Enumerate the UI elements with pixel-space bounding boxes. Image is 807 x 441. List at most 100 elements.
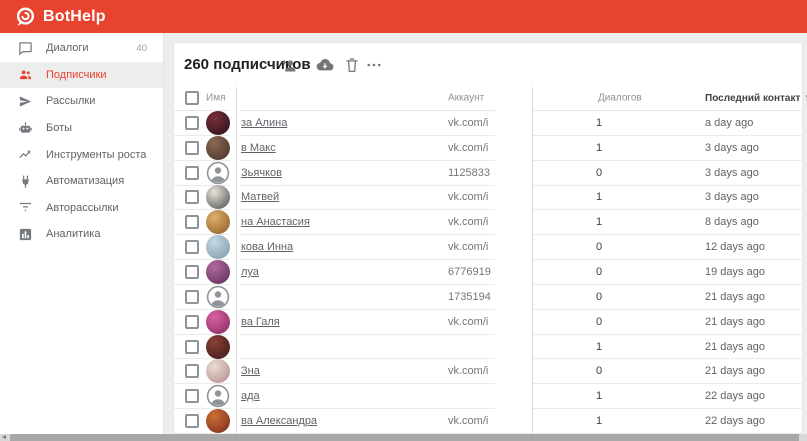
avatar xyxy=(206,185,230,210)
subscriber-name-link[interactable]: ва Александра xyxy=(241,415,318,428)
column-header-dialogs[interactable]: Диалогов xyxy=(598,92,642,103)
avatar xyxy=(206,110,230,135)
avatar xyxy=(206,384,230,409)
account-cell: vk.com/i xyxy=(448,315,489,328)
column-header-account[interactable]: Аккаунт xyxy=(448,92,485,103)
account-cell: vk.com/i xyxy=(448,415,489,428)
sidebar-item-label: Инструменты роста xyxy=(46,148,147,161)
dialogs-cell: 0 xyxy=(596,290,603,303)
more-icon[interactable] xyxy=(363,54,385,76)
row-checkbox[interactable] xyxy=(185,165,199,180)
sidebar-item-label: Аналитика xyxy=(46,228,101,241)
dialogs-cell: 1 xyxy=(596,390,603,403)
row-checkbox[interactable] xyxy=(185,389,199,404)
sidebar-item-dialogs[interactable]: Диалоги 40 xyxy=(0,35,163,62)
sidebar-item-label: Автоматизация xyxy=(46,175,125,188)
subscriber-name-link[interactable]: за Алина xyxy=(241,116,288,129)
sidebar-item-broadcasts[interactable]: Рассылки xyxy=(0,88,163,115)
scrollbar-thumb[interactable] xyxy=(10,434,799,441)
account-cell: vk.com/i xyxy=(448,116,489,129)
dialogs-cell: 0 xyxy=(596,365,603,378)
dialogs-cell: 0 xyxy=(596,315,603,328)
sidebar-item-growth-tools[interactable]: Инструменты роста xyxy=(0,141,163,168)
row-checkbox[interactable] xyxy=(185,414,199,429)
sidebar-item-label: Боты xyxy=(46,122,73,135)
table-header-row: Имя Аккаунт Диалогов Последний контакт↑ xyxy=(174,85,807,111)
last-contact-cell: 12 days ago xyxy=(705,241,765,254)
account-cell: 1125833 xyxy=(448,166,491,179)
cloud-download-icon[interactable] xyxy=(314,54,336,76)
row-checkbox[interactable] xyxy=(185,115,199,130)
avatar xyxy=(206,210,230,235)
account-cell: 6776919 xyxy=(448,265,491,278)
sidebar-item-subscribers[interactable]: Подписчики xyxy=(0,61,163,89)
account-cell: 1735194 xyxy=(448,290,491,303)
select-all-checkbox[interactable] xyxy=(185,90,199,105)
subscriber-name-link[interactable]: на Анастасия xyxy=(241,216,310,229)
subscriber-name-link[interactable]: Зьячков xyxy=(241,166,282,179)
account-cell: vk.com/i xyxy=(448,216,489,229)
table-row: ада 1 22 days ago xyxy=(174,384,802,410)
subscribers-table-body: за Алина vk.com/i 1 a day ago в Макс vk.… xyxy=(174,110,802,434)
avatar xyxy=(206,359,230,384)
person-add-icon[interactable] xyxy=(278,54,300,76)
analytics-icon xyxy=(18,227,33,242)
table-row: Зьячков 1125833 0 3 days ago xyxy=(174,160,802,186)
row-checkbox[interactable] xyxy=(185,289,199,304)
subscriber-name-link[interactable]: кова Инна xyxy=(241,241,294,254)
subscriber-name-link[interactable]: в Макс xyxy=(241,141,276,154)
last-contact-cell: 3 days ago xyxy=(705,141,759,154)
delete-icon[interactable] xyxy=(341,54,363,76)
row-checkbox[interactable] xyxy=(185,215,199,230)
last-contact-cell: 21 days ago xyxy=(705,315,765,328)
last-contact-cell: 22 days ago xyxy=(705,415,765,428)
chat-icon xyxy=(18,41,33,56)
subscribers-panel: 260 подписчиков Имя Аккаунт Диалогов Пос… xyxy=(173,42,807,434)
sidebar-item-label: Подписчики xyxy=(46,68,107,81)
subscriber-name-link[interactable]: Матвей xyxy=(241,191,280,204)
sidebar-item-label: Диалоги xyxy=(46,42,89,55)
sidebar-item-analytics[interactable]: Аналитика xyxy=(0,221,163,248)
crop-seam-line xyxy=(532,87,533,433)
sidebar-item-autobroadcasts[interactable]: Авторассылки xyxy=(0,195,163,222)
row-checkbox[interactable] xyxy=(185,339,199,354)
last-contact-cell: 21 days ago xyxy=(705,365,765,378)
column-header-name[interactable]: Имя xyxy=(206,92,226,103)
avatar xyxy=(206,284,230,309)
account-cell: vk.com/i xyxy=(448,241,489,254)
dialogs-cell: 0 xyxy=(596,265,603,278)
row-checkbox[interactable] xyxy=(185,364,199,379)
brand[interactable]: BotHelp xyxy=(14,6,106,28)
table-row: в Макс vk.com/i 1 3 days ago xyxy=(174,135,802,161)
avatar xyxy=(206,259,230,284)
account-cell: vk.com/i xyxy=(448,141,489,154)
row-checkbox[interactable] xyxy=(185,140,199,155)
column-header-last-contact[interactable]: Последний контакт↑ xyxy=(705,92,807,104)
sort-ascending-icon[interactable]: ↑ xyxy=(804,92,807,104)
row-checkbox[interactable] xyxy=(185,264,199,279)
subscriber-name-link[interactable]: ва Галя xyxy=(241,315,280,328)
last-contact-cell: 21 days ago xyxy=(705,290,765,303)
subscriber-name-link[interactable]: Зна xyxy=(241,365,260,378)
subscriber-name-link[interactable]: луа xyxy=(241,265,259,278)
row-checkbox[interactable] xyxy=(185,240,199,255)
avatar xyxy=(206,334,230,359)
dialogs-cell: 1 xyxy=(596,216,603,229)
subscriber-name-link[interactable]: ада xyxy=(241,390,260,403)
table-row: 1735194 0 21 days ago xyxy=(174,284,802,310)
robot-icon xyxy=(18,121,33,136)
table-row: 1 21 days ago xyxy=(174,334,802,360)
last-contact-cell: 19 days ago xyxy=(705,265,765,278)
dialogs-cell: 0 xyxy=(596,241,603,254)
sidebar-item-bots[interactable]: Боты xyxy=(0,115,163,142)
row-checkbox[interactable] xyxy=(185,190,199,205)
table-row: ва Александра vk.com/i 1 22 days ago xyxy=(174,409,802,434)
horizontal-scrollbar[interactable] xyxy=(0,434,807,441)
row-checkbox[interactable] xyxy=(185,314,199,329)
table-row: ва Галя vk.com/i 0 21 days ago xyxy=(174,309,802,335)
sidebar-item-automation[interactable]: Автоматизация xyxy=(0,168,163,195)
account-cell: vk.com/i xyxy=(448,365,489,378)
scroll-left-arrow[interactable] xyxy=(2,435,6,439)
last-contact-cell: 21 days ago xyxy=(705,340,765,353)
